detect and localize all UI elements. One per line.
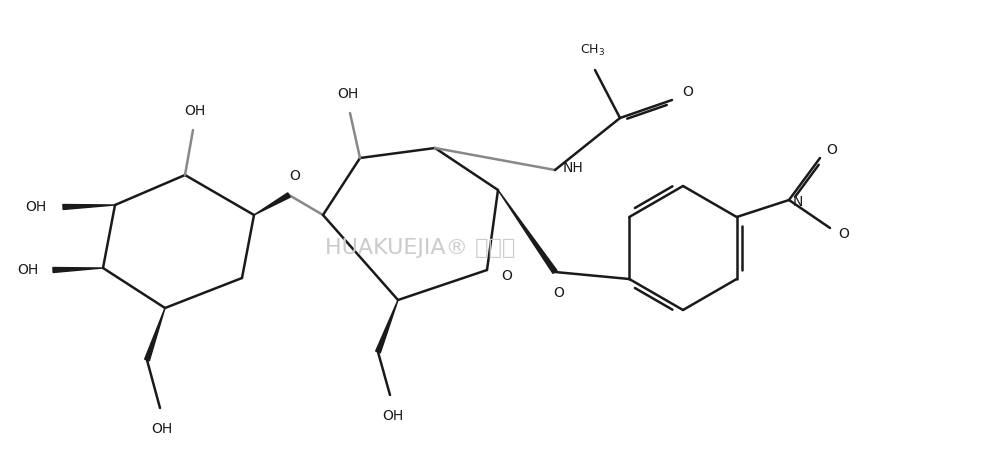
Text: HUAKUEJIA® 化学加: HUAKUEJIA® 化学加 — [324, 238, 515, 258]
Polygon shape — [498, 190, 557, 273]
Polygon shape — [254, 193, 290, 215]
Text: O: O — [553, 286, 564, 300]
Text: CH$_3$: CH$_3$ — [581, 43, 605, 58]
Polygon shape — [145, 308, 165, 361]
Text: O: O — [290, 169, 301, 183]
Text: NH: NH — [563, 161, 584, 175]
Polygon shape — [63, 204, 115, 210]
Text: OH: OH — [26, 200, 47, 214]
Text: O: O — [838, 227, 849, 241]
Text: O: O — [682, 85, 693, 99]
Text: OH: OH — [152, 422, 173, 436]
Text: OH: OH — [383, 409, 403, 423]
Text: OH: OH — [184, 104, 206, 118]
Polygon shape — [53, 268, 103, 272]
Polygon shape — [376, 300, 398, 353]
Text: OH: OH — [337, 87, 359, 101]
Text: O: O — [501, 269, 512, 283]
Text: N: N — [793, 195, 804, 209]
Text: OH: OH — [17, 263, 38, 277]
Text: O: O — [826, 143, 837, 157]
